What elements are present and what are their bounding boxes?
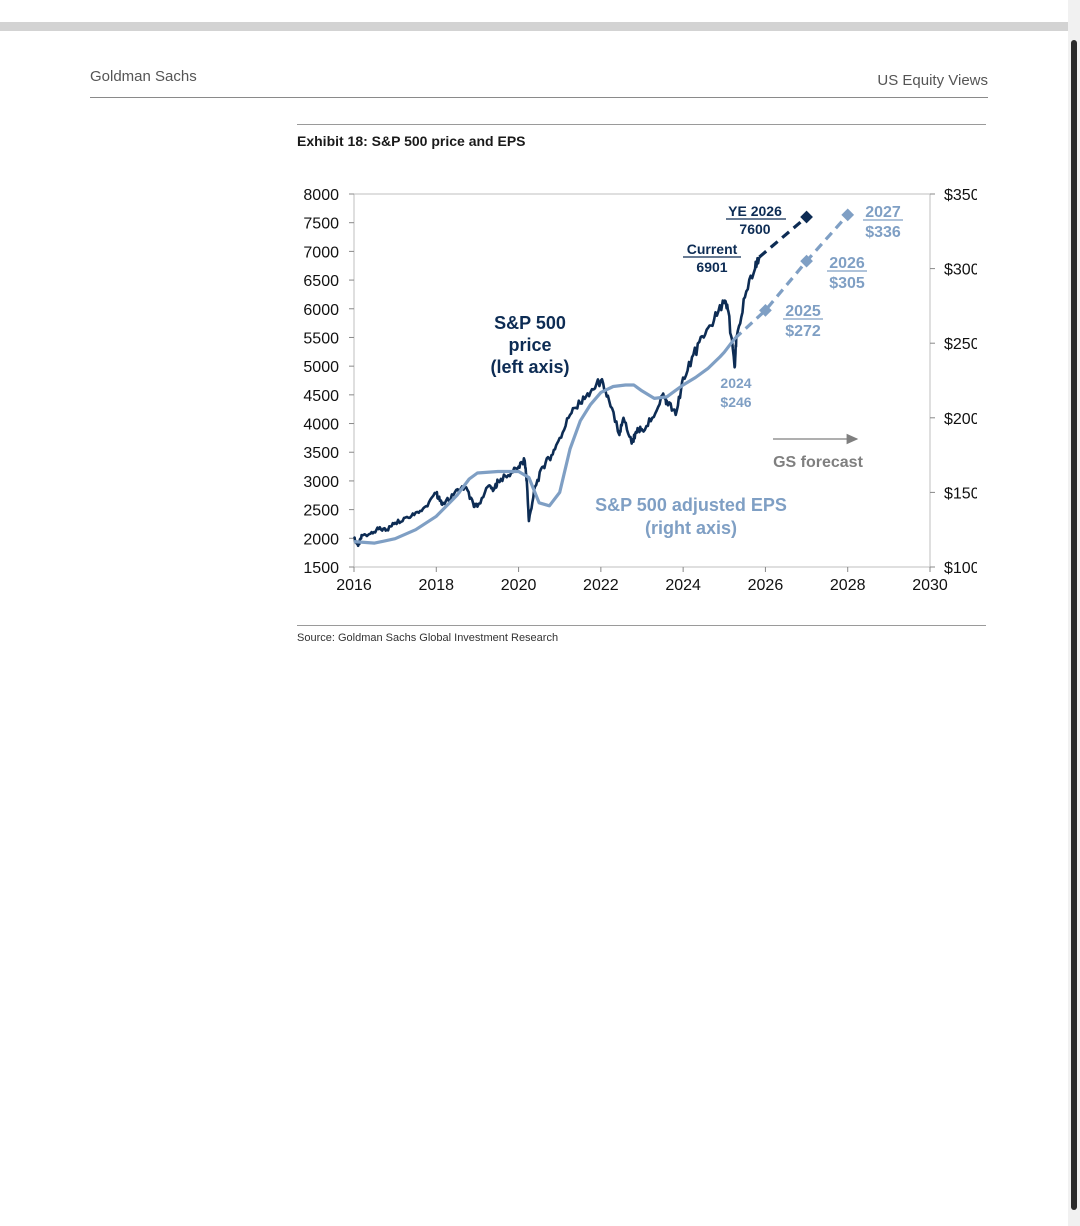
exhibit-title: Exhibit 18: S&P 500 price and EPS <box>297 133 526 149</box>
exhibit-top-rule <box>297 124 986 125</box>
sp500-price-eps-chart: 2016 2018 2020 2022 2024 2026 2028 2030 1500 200… <box>303 187 977 594</box>
eps-line <box>353 337 736 545</box>
left-tick-label: 4000 <box>303 417 339 434</box>
eps-2026-callout: 2026 $305 <box>827 255 867 292</box>
exhibit-source: Source: Goldman Sachs Global Investment … <box>297 632 559 644</box>
x-tick-label: 2022 <box>583 577 619 594</box>
x-tick-label: 2024 <box>665 577 701 594</box>
left-tick-label: 6000 <box>303 302 339 319</box>
x-tick-label: 2030 <box>912 577 948 594</box>
header-divider <box>90 97 988 98</box>
left-tick-label: 5500 <box>303 330 339 347</box>
eps-2027-year: 2027 <box>865 204 901 221</box>
price-forecast-line <box>758 215 808 259</box>
header-brand: Goldman Sachs <box>90 68 197 85</box>
price-label-line2: price <box>508 335 551 355</box>
left-tick-label: 7500 <box>303 216 339 233</box>
header-section: US Equity Views <box>877 72 988 89</box>
forecast-marker <box>841 208 855 222</box>
ye2026-value: 7600 <box>739 221 770 237</box>
left-axis: 1500 2000 2500 3000 3500 4000 4500 5000 5500 6000… <box>303 187 354 577</box>
x-axis: 2016 2018 2020 2022 2024 2026 2028 2030 <box>336 567 948 594</box>
current-value: 6901 <box>696 259 727 275</box>
top-strip <box>0 22 1068 31</box>
left-tick-label: 2000 <box>303 531 339 548</box>
right-tick-label: $150 <box>944 485 977 502</box>
right-tick-label: $350 <box>944 187 977 204</box>
left-tick-label: 3000 <box>303 474 339 491</box>
eps-2024-callout: 2024 $246 <box>720 375 751 410</box>
eps-2025-callout: 2025 $272 <box>783 303 823 340</box>
right-axis: $100 $150 $200 $250 $300 $350 <box>930 187 977 577</box>
eps-2025-year: 2025 <box>785 303 821 320</box>
forecast-marker <box>759 304 772 317</box>
current-callout: Current 6901 <box>683 241 741 275</box>
price-label: S&P 500 price (left axis) <box>490 313 569 377</box>
right-tick-label: $200 <box>944 411 977 428</box>
x-tick-label: 2026 <box>748 577 784 594</box>
eps-2026-year: 2026 <box>829 255 865 272</box>
eps-2027-value: $336 <box>865 224 901 241</box>
eps-forecast-line <box>733 213 849 340</box>
left-tick-label: 3500 <box>303 445 339 462</box>
ye2026-callout: YE 2026 7600 <box>726 203 786 237</box>
ye2026-year: YE 2026 <box>728 203 782 219</box>
left-tick-label: 5000 <box>303 359 339 376</box>
scrollbar-thumb[interactable] <box>1071 40 1077 1210</box>
price-line <box>353 256 761 548</box>
plot-frame <box>353 193 931 568</box>
x-tick-label: 2016 <box>336 577 372 594</box>
x-tick-label: 2028 <box>830 577 866 594</box>
x-tick-label: 2020 <box>501 577 537 594</box>
price-label-line1: S&P 500 <box>494 313 566 333</box>
left-tick-label: 6500 <box>303 273 339 290</box>
current-label: Current <box>687 241 738 257</box>
eps-2027-callout: 2027 $336 <box>863 204 903 241</box>
right-tick-label: $300 <box>944 262 977 279</box>
eps-2024-value: $246 <box>720 394 751 410</box>
eps-2025-value: $272 <box>785 323 821 340</box>
eps-label-line2: (right axis) <box>645 518 737 538</box>
right-tick-label: $100 <box>944 560 977 577</box>
left-tick-label: 8000 <box>303 187 339 204</box>
right-tick-label: $250 <box>944 336 977 353</box>
eps-2026-value: $305 <box>829 275 865 292</box>
eps-2024-year: 2024 <box>720 375 751 391</box>
left-tick-label: 1500 <box>303 560 339 577</box>
left-tick-label: 4500 <box>303 388 339 405</box>
x-tick-label: 2018 <box>418 577 454 594</box>
eps-label-line1: S&P 500 adjusted EPS <box>595 495 787 515</box>
forecast-label: GS forecast <box>773 454 863 471</box>
exhibit-bottom-rule <box>297 625 986 626</box>
price-label-line3: (left axis) <box>490 357 569 377</box>
forecast-marker <box>800 210 813 224</box>
left-tick-label: 7000 <box>303 244 339 261</box>
left-tick-label: 2500 <box>303 503 339 520</box>
eps-label: S&P 500 adjusted EPS (right axis) <box>595 495 787 538</box>
